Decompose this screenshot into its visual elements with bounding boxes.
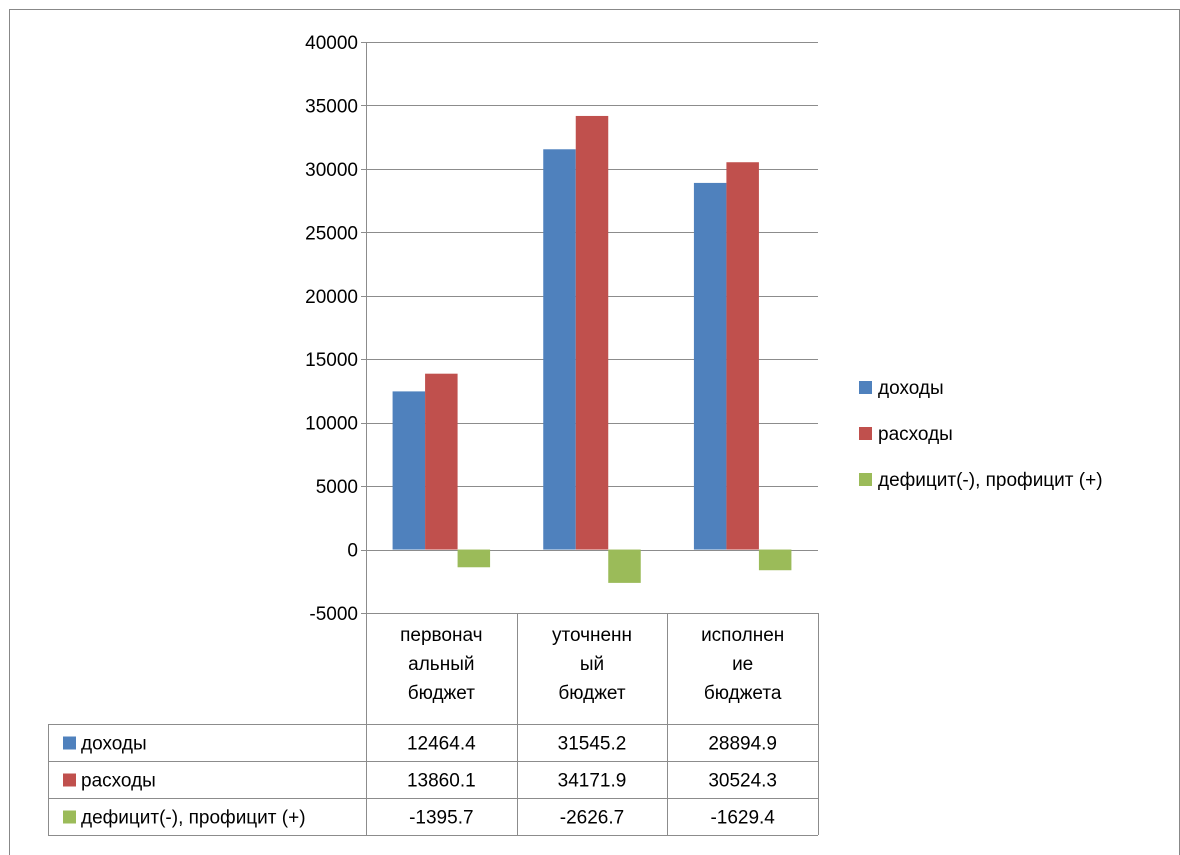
category-label: бюджет (558, 683, 625, 704)
table-value: 28894.9 (708, 734, 777, 755)
category-label: бюджета (704, 683, 782, 704)
bar-3-3 (758, 549, 792, 571)
legend-label: дефицит(-), профицит (+) (878, 470, 1103, 491)
y-tick-label: 10000 (305, 414, 358, 435)
bars (392, 115, 792, 583)
category-label: бюджет (408, 683, 475, 704)
table-value: 31545.2 (558, 734, 627, 755)
y-tick-label: 15000 (305, 350, 358, 371)
y-tick-label: 30000 (305, 160, 358, 181)
y-axis-tick-labels: 40000 35000 30000 25000 20000 15000 10000 5000 0… (305, 33, 358, 625)
y-tick-label: 0 (347, 541, 358, 562)
table-legend-key (63, 773, 76, 787)
bar-2-1 (425, 373, 458, 550)
legend-key (859, 473, 872, 486)
legend: доходы расходы дефицит(-), профицит (+) (859, 378, 1103, 491)
table-value: -1629.4 (710, 808, 775, 829)
table-series-name: доходы (81, 734, 147, 755)
category-label: исполнен (701, 625, 784, 646)
y-tick-label: 5000 (316, 477, 358, 498)
y-tick-label: 40000 (305, 33, 358, 54)
table-legend-key (63, 810, 76, 824)
bar-3-1 (457, 549, 491, 568)
table-value: -1395.7 (409, 808, 473, 829)
table-value: 30524.3 (708, 771, 777, 792)
bar-2-3 (726, 162, 759, 550)
y-tick-label: 35000 (305, 96, 358, 117)
table-value: 34171.9 (558, 771, 627, 792)
bar-1-3 (693, 182, 727, 550)
legend-label: расходы (878, 424, 953, 445)
table-legend-key (63, 736, 76, 750)
category-label: ие (732, 654, 753, 675)
legend-label: доходы (878, 378, 944, 399)
y-tick-label: -5000 (309, 604, 358, 625)
category-label: уточненн (552, 625, 632, 646)
category-label: альный (408, 654, 474, 675)
bar-1-1 (392, 391, 426, 550)
table-series-name: дефицит(-), профицит (+) (81, 808, 306, 829)
category-label: ый (580, 654, 604, 675)
table-value: 12464.4 (407, 734, 476, 755)
y-tick-label: 20000 (305, 287, 358, 308)
y-tick-label: 25000 (305, 223, 358, 244)
category-label: первонач (400, 625, 482, 646)
legend-key (859, 427, 872, 440)
bar-1-2 (543, 149, 576, 550)
table-series-name: расходы (81, 771, 156, 792)
bar-2-2 (575, 115, 609, 550)
legend-key (859, 381, 872, 394)
data-table: первонач альный бюджет уточненн ый бюджет испо… (48, 613, 819, 836)
bar-3-2 (608, 549, 641, 583)
table-value: -2626.7 (560, 808, 624, 829)
table-value: 13860.1 (407, 771, 476, 792)
